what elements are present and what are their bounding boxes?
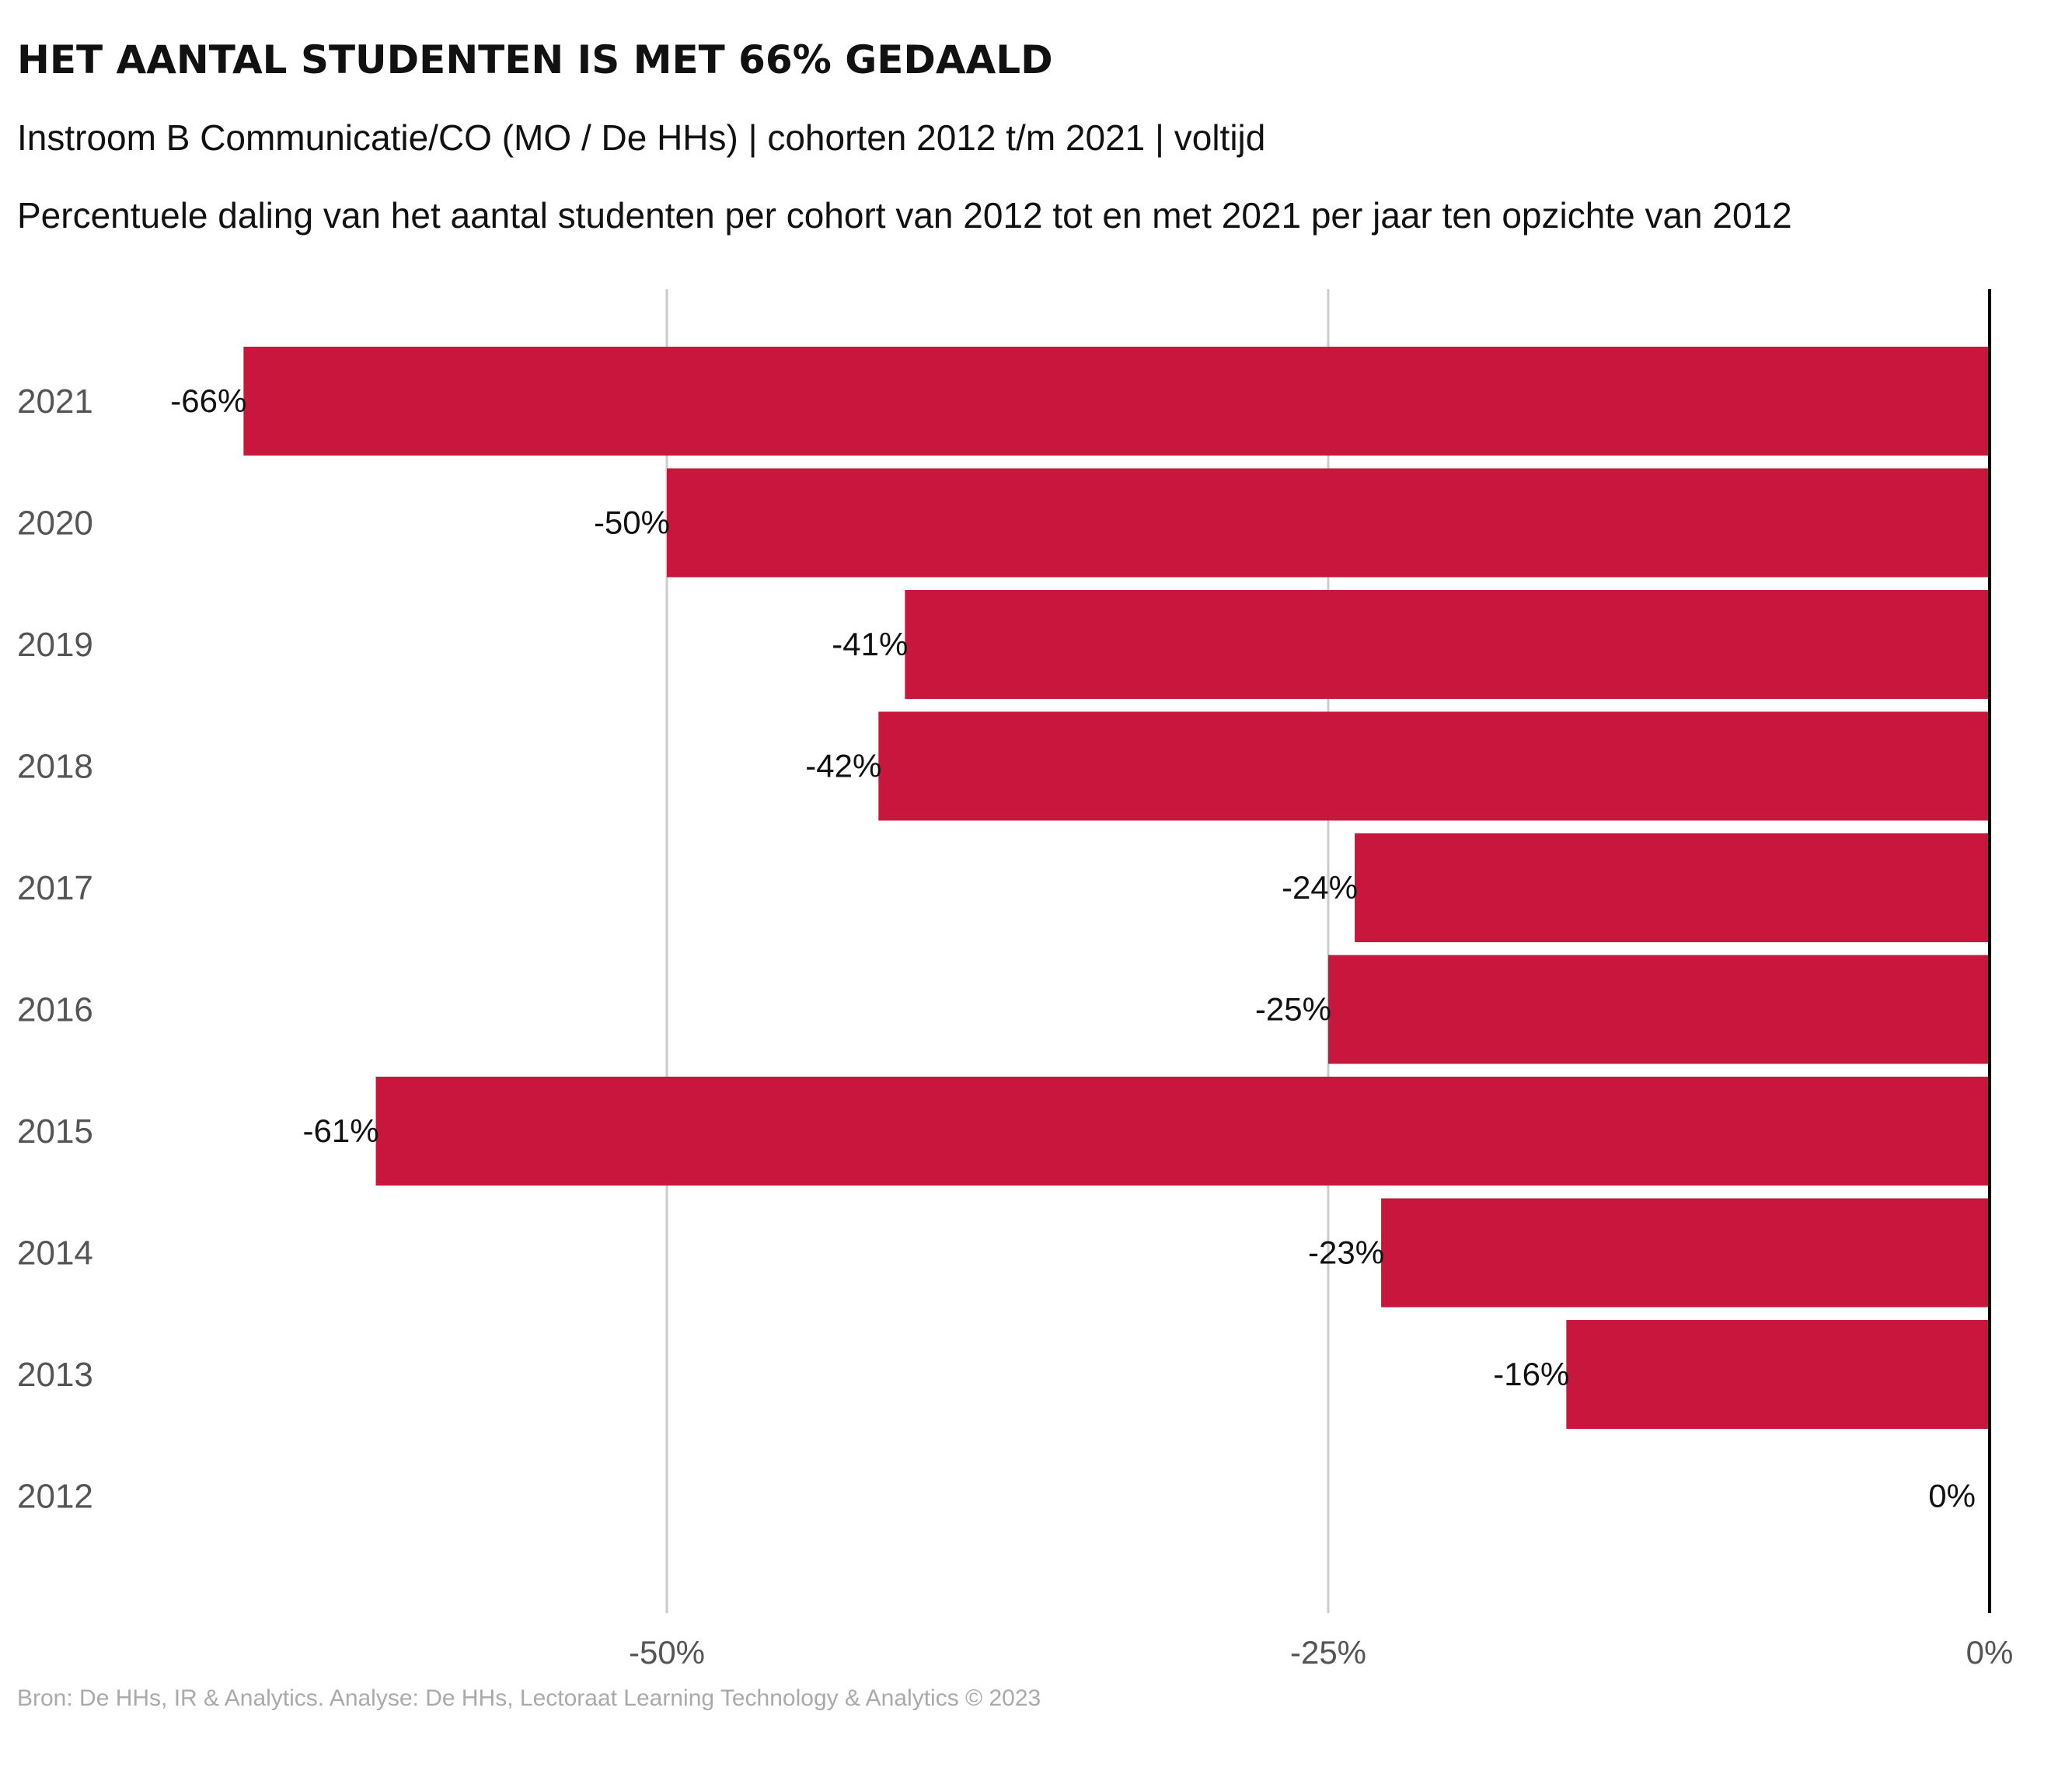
bar <box>1381 1198 1990 1308</box>
bars <box>243 347 1990 1429</box>
y-tick-label: 2020 <box>17 505 93 543</box>
y-tick-label: 2016 <box>17 991 93 1029</box>
bar <box>375 1077 1990 1186</box>
chart-title: HET AANTAL STUDENTEN IS MET 66% GEDAALD <box>17 37 1053 82</box>
y-tick-labels: 2021 2020 2019 2018 2017 2016 2015 2014 2013 2012 <box>17 382 93 1516</box>
x-tick-label: -50% <box>629 1634 705 1671</box>
value-label: -41% <box>832 626 908 662</box>
y-tick-label: 2013 <box>17 1356 93 1394</box>
value-label: -42% <box>805 748 881 784</box>
bar <box>1566 1320 1990 1429</box>
value-labels: -66% -50% -41% -42% -24% -25% -61% -23% -16% 0% <box>170 382 1976 1514</box>
value-label: -61% <box>302 1112 378 1149</box>
source-caption: Bron: De HHs, IR & Analytics. Analyse: D… <box>17 1685 1041 1711</box>
value-label: -16% <box>1493 1356 1569 1392</box>
y-tick-label: 2014 <box>17 1234 93 1273</box>
value-label: -23% <box>1308 1234 1384 1271</box>
x-tick-label: 0% <box>1966 1634 2014 1671</box>
y-tick-label: 2019 <box>17 626 93 664</box>
y-tick-label: 2015 <box>17 1112 93 1151</box>
chart-subtitle: Instroom B Communicatie/CO (MO / De HHs)… <box>17 117 1266 158</box>
value-label: -24% <box>1282 869 1358 906</box>
bar <box>1355 833 1990 942</box>
bar <box>878 711 1990 821</box>
value-label: -50% <box>594 505 670 541</box>
x-tick-labels: -50% -25% 0% <box>629 1634 2013 1671</box>
y-tick-label: 2021 <box>17 382 93 421</box>
y-tick-label: 2017 <box>17 869 93 907</box>
y-tick-label: 2012 <box>17 1478 93 1516</box>
chart-description: Percentuele daling van het aantal studen… <box>17 195 1792 236</box>
y-tick-label: 2018 <box>17 748 93 786</box>
bar <box>667 468 1990 578</box>
bar <box>1328 955 1990 1064</box>
value-label: -25% <box>1255 991 1331 1028</box>
value-label: -66% <box>170 382 246 419</box>
value-label: 0% <box>1928 1478 1976 1514</box>
bar <box>243 347 1990 456</box>
bar <box>905 590 1990 699</box>
x-tick-label: -25% <box>1290 1634 1366 1671</box>
